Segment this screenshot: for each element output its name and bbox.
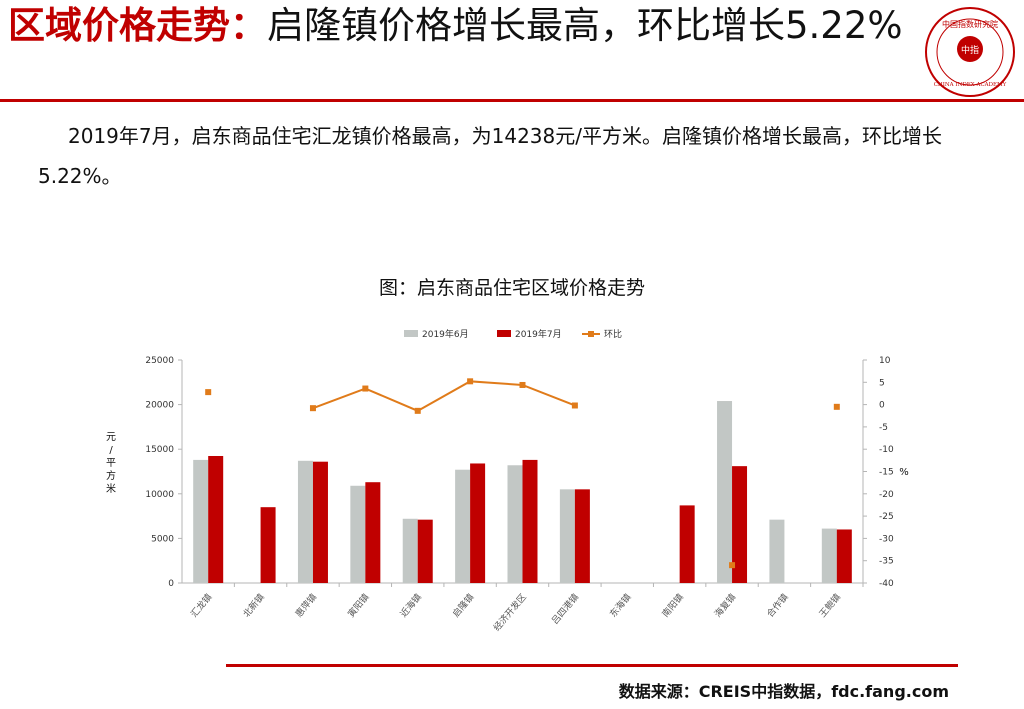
y-tick-label: 10000 (145, 490, 174, 500)
bar-jul (679, 505, 695, 583)
bar-jul (417, 519, 433, 583)
y2-tick-label: -10 (879, 445, 894, 455)
bar-jun (769, 519, 785, 583)
y2-tick-label: -25 (879, 512, 894, 522)
legend-marker-mom (588, 331, 594, 337)
bar-jul (470, 463, 486, 583)
bar-jun (455, 469, 471, 583)
x-tick-label: 启隆镇 (450, 591, 477, 619)
y2-tick-label: -5 (879, 423, 888, 433)
x-tick-label: 合作镇 (764, 591, 791, 619)
y-tick-label: 20000 (145, 401, 174, 411)
x-tick-label: 惠萍镇 (293, 591, 320, 619)
y2-tick-label: -20 (879, 490, 894, 500)
logo-cn-text: 中国指数研究院 (942, 19, 998, 29)
mom-point (833, 403, 840, 410)
y2-tick-label: -40 (879, 579, 894, 589)
bar-jun (193, 459, 209, 583)
legend-swatch-jun (404, 330, 418, 337)
y-tick-label: 5000 (151, 534, 174, 544)
legend-swatch-jul (497, 330, 511, 337)
chart-title: 图：启东商品住宅区域价格走势 (378, 277, 645, 299)
china-index-academy-logo: 中指 中国指数研究院 CHINA INDEX ACADEMY (925, 7, 1015, 97)
bar-jul (365, 482, 381, 583)
logo-center-text: 中指 (961, 44, 979, 56)
page-title: 区域价格走势：启隆镇价格增长最高，环比增长5.22% (8, 4, 908, 47)
x-tick-label: 北新镇 (240, 591, 267, 619)
bar-jul (312, 461, 328, 583)
bar-jun (402, 518, 418, 583)
x-tick-label: 寅阳镇 (345, 591, 372, 619)
bar-jul (260, 507, 276, 583)
bar-jul (574, 489, 590, 583)
x-tick-label: 东海镇 (607, 591, 634, 619)
x-tick-label: 王鲍镇 (817, 591, 844, 619)
legend-label-jul: 2019年7月 (515, 328, 562, 340)
mom-point (362, 385, 369, 392)
title-text: 启隆镇价格增长最高，环比增长5.22% (267, 4, 903, 47)
mom-line (312, 380, 576, 412)
y2-tick-label: -35 (879, 557, 894, 567)
bar-jul (836, 529, 852, 583)
legend-label-mom: 环比 (604, 328, 622, 340)
footer-divider (226, 664, 958, 667)
x-tick-label: 汇龙镇 (188, 591, 215, 619)
mom-point (309, 405, 316, 412)
y-axis-label: 元/平方米 (106, 432, 116, 495)
mom-point (571, 402, 578, 409)
mom-point (467, 378, 474, 385)
summary-paragraph: 2019年7月，启东商品住宅汇龙镇价格最高，为14238元/平方米。启隆镇价格增… (38, 124, 942, 188)
bar-jun (559, 489, 575, 583)
x-tick-label: 近海镇 (397, 591, 424, 619)
x-tick-label: 南阳镇 (659, 591, 686, 619)
y-tick-label: 25000 (145, 356, 174, 366)
logo-en-text: CHINA INDEX ACADEMY (934, 82, 1007, 88)
bar-jun (350, 485, 366, 583)
mom-point (205, 389, 212, 396)
y2-tick-label: 0 (879, 401, 885, 411)
x-tick-label: 经济开发区 (491, 591, 529, 633)
title-divider (0, 99, 1024, 102)
y2-axis-label: % (899, 467, 909, 478)
x-tick-label: 海复镇 (712, 591, 739, 619)
y2-tick-label: -30 (879, 534, 894, 544)
mom-point (729, 562, 736, 569)
bar-jul (732, 466, 748, 583)
bar-jun (507, 465, 523, 583)
data-source: 数据来源：CREIS中指数据，fdc.fang.com (618, 682, 949, 701)
y-tick-label: 15000 (145, 445, 174, 455)
y-tick-label: 0 (168, 579, 174, 589)
x-tick-label: 吕四港镇 (549, 591, 581, 626)
y2-tick-label: -15 (879, 468, 894, 478)
legend-label-jun: 2019年6月 (422, 328, 469, 340)
y2-tick-label: 10 (879, 356, 891, 366)
bar-jun (821, 528, 837, 583)
bar-jul (522, 459, 538, 583)
title-highlight: 区域价格走势： (8, 4, 267, 47)
mom-point (519, 381, 526, 388)
mom-point (414, 407, 421, 414)
bar-jun (717, 401, 733, 583)
bar-jun (297, 460, 313, 583)
bar-jul (208, 455, 224, 583)
y2-tick-label: 5 (879, 378, 885, 388)
